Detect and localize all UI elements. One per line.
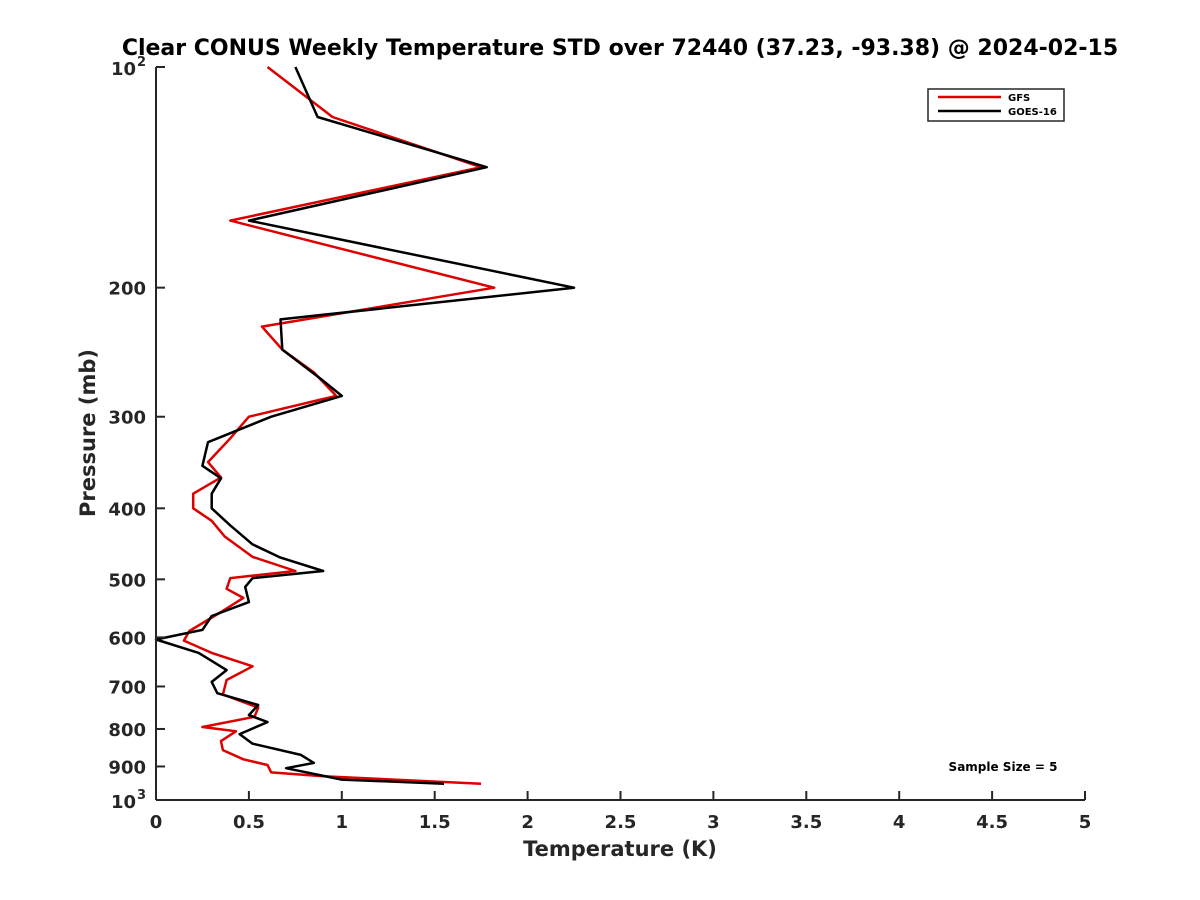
axes-layer: 0 0.5 1 1.5 2 2.5 3 3.5 4 4.5 510 22003004005006007… (108, 55, 1091, 833)
chart-title: Clear CONUS Weekly Temperature STD over … (122, 36, 1118, 61)
x-tick-label: 4.5 (976, 812, 1008, 833)
y-tick-label: 10 (111, 59, 136, 80)
y-tick-label: 300 (108, 408, 146, 429)
y-tick-label: 200 (108, 279, 146, 300)
series-line-goes-16 (154, 66, 576, 785)
x-tick-label: 3.5 (790, 812, 822, 833)
y-tick-label: 900 (108, 757, 146, 778)
legend: GFS GOES-16 (927, 88, 1065, 122)
y-tick-exponent: 2 (137, 55, 146, 70)
x-tick-label: 2.5 (605, 812, 637, 833)
y-tick-label: 700 (108, 677, 146, 698)
x-tick-label: 5 (1079, 812, 1092, 833)
y-tick-label: 400 (108, 499, 146, 520)
y-tick-label: 600 (108, 628, 146, 649)
x-tick-label: 1.5 (419, 812, 451, 833)
sample-size-annotation: Sample Size = 5 (949, 760, 1058, 774)
y-tick-exponent: 3 (137, 788, 146, 803)
x-tick-label: 0 (150, 812, 163, 833)
y-tick-label: 800 (108, 720, 146, 741)
x-tick-label: 3 (707, 812, 720, 833)
x-tick-label: 2 (521, 812, 534, 833)
y-axis-label: Pressure (mb) (76, 349, 100, 517)
y-tick-label: 10 (111, 792, 136, 813)
x-tick-label: 1 (336, 812, 349, 833)
y-tick-label: 500 (108, 570, 146, 591)
series-layer (154, 66, 576, 785)
x-axis-label: Temperature (K) (523, 837, 717, 861)
legend-label-goes-16: GOES-16 (1008, 107, 1057, 118)
series-line-gfs (182, 66, 496, 785)
x-tick-label: 0.5 (233, 812, 265, 833)
legend-box (927, 88, 1065, 122)
legend-label-gfs: GFS (1008, 93, 1030, 104)
x-tick-label: 4 (893, 812, 906, 833)
